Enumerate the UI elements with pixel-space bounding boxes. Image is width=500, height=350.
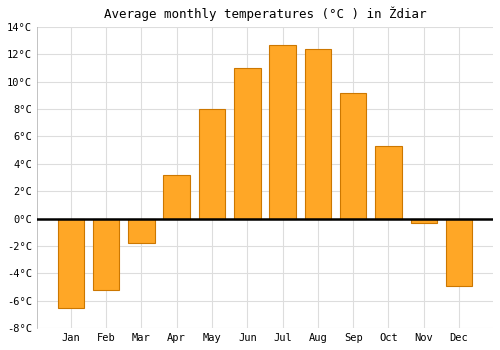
Bar xyxy=(304,49,331,219)
Bar xyxy=(446,219,472,286)
Bar xyxy=(410,219,437,223)
Title: Average monthly temperatures (°C ) in Ždiar: Average monthly temperatures (°C ) in Žd… xyxy=(104,7,426,21)
Bar xyxy=(270,44,296,219)
Bar xyxy=(128,219,154,243)
Bar xyxy=(375,146,402,219)
Bar xyxy=(340,92,366,219)
Bar xyxy=(198,109,225,219)
Bar xyxy=(234,68,260,219)
Bar xyxy=(93,219,120,290)
Bar xyxy=(58,219,84,308)
Bar xyxy=(164,175,190,219)
